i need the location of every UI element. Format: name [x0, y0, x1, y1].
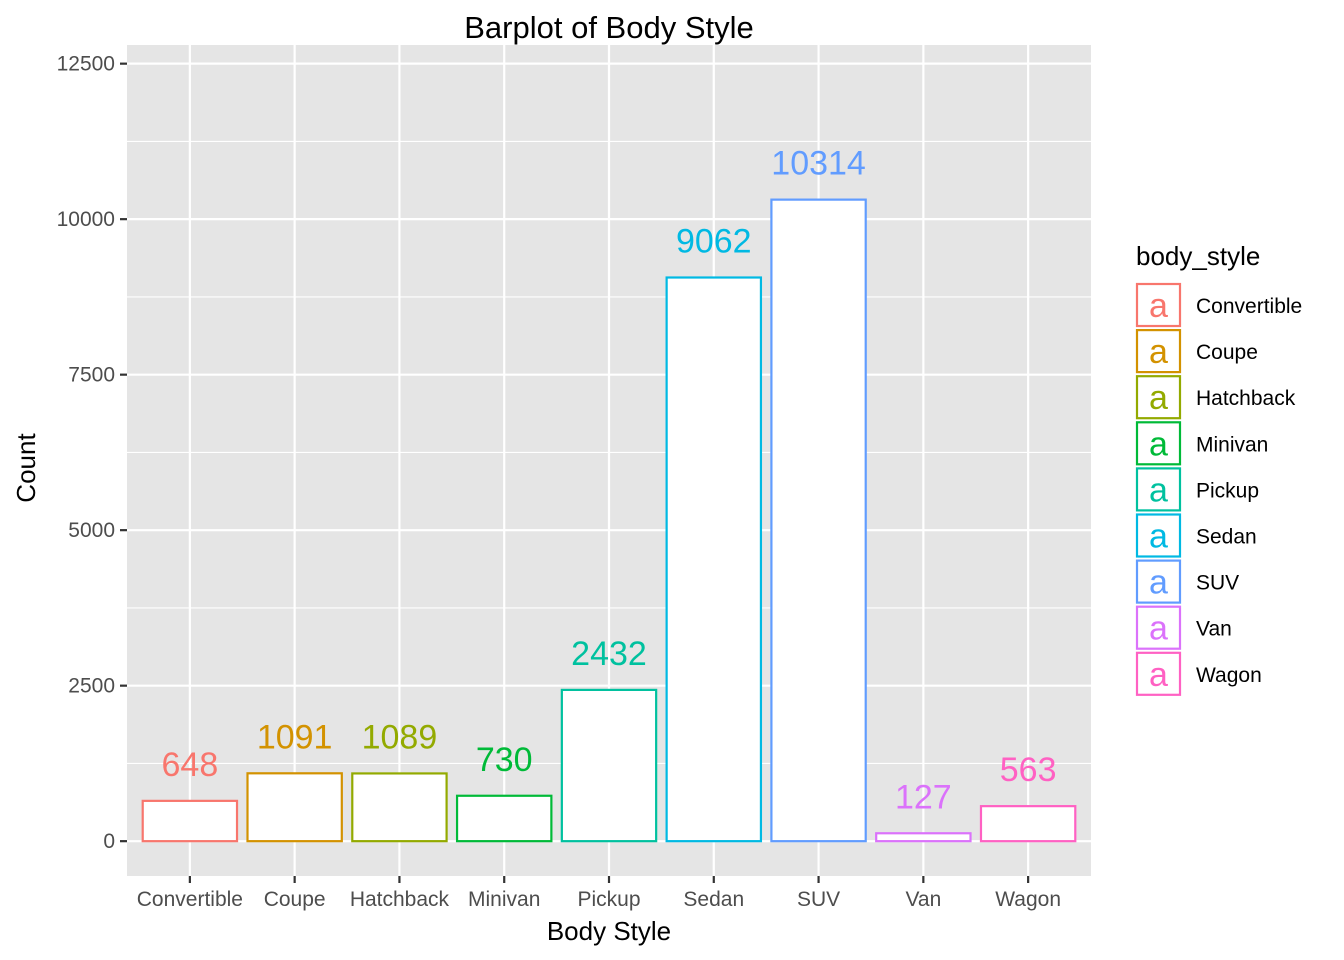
- bar: [351, 772, 448, 843]
- legend-key: [1135, 605, 1182, 650]
- x-axis-title: Body Style: [547, 916, 671, 946]
- x-tick-label: Coupe: [264, 888, 326, 911]
- data-label: 1091: [257, 718, 333, 756]
- y-tick-label: 5000: [68, 519, 115, 542]
- x-tick-label: Pickup: [577, 888, 640, 911]
- legend-items: a Convertible a Coupe a Hatchback a Minivan a Pic…: [1135, 282, 1302, 696]
- x-axis: Convertible Coupe Hatchback Minivan Pickup Se…: [137, 876, 1061, 911]
- y-tick-label: 12500: [57, 53, 115, 76]
- bar: [770, 198, 867, 843]
- legend-key-glyph: a: [1149, 564, 1168, 602]
- bar: [875, 832, 972, 843]
- legend-key: [1135, 282, 1182, 328]
- legend-key-glyph: a: [1149, 287, 1168, 325]
- legend-key-glyph: a: [1149, 471, 1168, 509]
- legend-key: [1135, 467, 1182, 512]
- bar: [246, 772, 343, 843]
- bar: [665, 276, 763, 843]
- y-tick-label: 10000: [57, 208, 115, 231]
- legend-key: [1135, 375, 1182, 420]
- bar: [560, 688, 658, 843]
- bar: [141, 799, 239, 843]
- bar: [979, 805, 1077, 843]
- data-label: 9062: [676, 223, 752, 261]
- legend-key: [1135, 329, 1182, 374]
- grid-major: [127, 45, 1091, 876]
- legend-label: Van: [1196, 618, 1232, 641]
- legend-key: [1135, 651, 1182, 696]
- legend-key-glyph: a: [1149, 333, 1168, 371]
- legend-label: Wagon: [1196, 664, 1262, 687]
- legend-key: [1135, 513, 1182, 558]
- data-label: 1089: [362, 718, 438, 756]
- legend-label: Minivan: [1196, 433, 1268, 456]
- legend-key: [1135, 559, 1182, 604]
- legend-key: [1135, 421, 1182, 466]
- legend-title: body_style: [1136, 241, 1260, 271]
- legend-label: Coupe: [1196, 341, 1258, 364]
- data-label: 648: [162, 746, 219, 784]
- chart-title: Barplot of Body Style: [464, 10, 754, 45]
- legend-label: Sedan: [1196, 526, 1257, 549]
- x-tick-label: Convertible: [137, 888, 243, 911]
- x-tick-label: Van: [905, 888, 941, 911]
- y-tick-label: 0: [103, 830, 115, 853]
- legend-key-glyph: a: [1149, 425, 1168, 463]
- legend-key-glyph: a: [1149, 610, 1168, 648]
- bar-labels: 648 1091 1089 730 2432 9062 10314 127 563: [162, 145, 1057, 817]
- y-tick-label: 7500: [68, 364, 115, 387]
- data-label: 2432: [571, 635, 647, 673]
- data-label: 563: [1000, 751, 1057, 789]
- bars: [141, 198, 1077, 843]
- legend-label: SUV: [1196, 572, 1239, 595]
- legend-key-glyph: a: [1149, 379, 1168, 417]
- x-tick-label: Sedan: [683, 888, 744, 911]
- legend-label: Convertible: [1196, 295, 1302, 318]
- y-axis-title: Count: [11, 433, 41, 503]
- legend-key-glyph: a: [1149, 656, 1168, 694]
- y-tick-label: 2500: [68, 675, 115, 698]
- y-axis: 0 2500 5000 7500 10000 12500: [57, 53, 127, 853]
- bar: [455, 794, 553, 843]
- x-tick-label: Hatchback: [350, 888, 450, 911]
- data-label: 127: [895, 778, 952, 816]
- legend-key-glyph: a: [1149, 518, 1168, 556]
- x-tick-label: Minivan: [468, 888, 540, 911]
- x-tick-label: Wagon: [995, 888, 1061, 911]
- x-tick-label: SUV: [797, 888, 840, 911]
- legend-label: Hatchback: [1196, 387, 1296, 410]
- data-label: 10314: [771, 145, 866, 183]
- legend-label: Pickup: [1196, 479, 1259, 502]
- data-label: 730: [476, 741, 533, 779]
